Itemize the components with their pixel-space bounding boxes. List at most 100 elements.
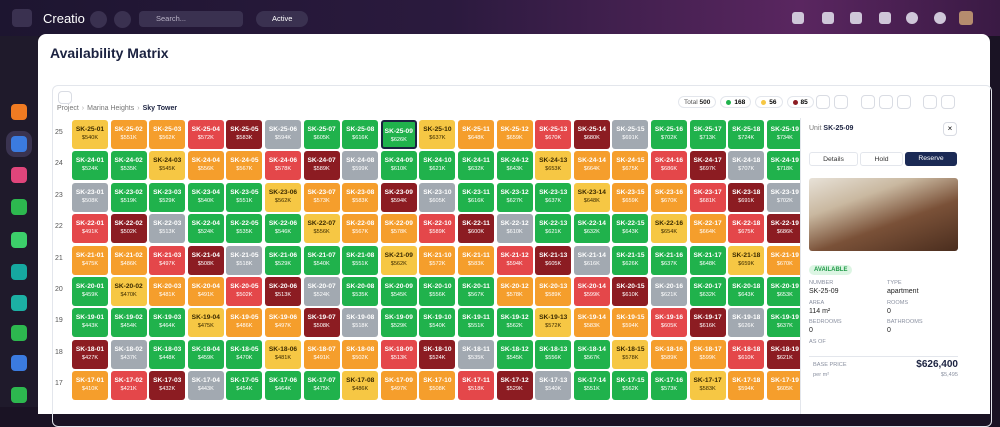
unit-cell[interactable]: SK-24-19 $718K	[766, 151, 800, 181]
unit-cell[interactable]: SK-23-09 $594K	[380, 182, 417, 212]
unit-cell[interactable]: SK-20-11 $567K	[458, 277, 494, 306]
unit-cell[interactable]: SK-18-16 $589K	[651, 339, 687, 369]
unit-cell[interactable]: SK-24-17 $697K	[689, 151, 726, 181]
unit-cell[interactable]: SK-25-19 $734K	[766, 120, 800, 149]
unit-cell[interactable]: SK-25-18 $724K	[728, 120, 765, 149]
unit-cell[interactable]: SK-21-14 $616K	[573, 245, 610, 275]
settings-button[interactable]	[941, 95, 955, 109]
unit-cell[interactable]: SK-18-05 $470K	[226, 339, 263, 369]
nav-icon[interactable]	[11, 387, 27, 403]
icon[interactable]	[822, 12, 834, 24]
fit-button[interactable]	[879, 95, 893, 109]
unit-cell[interactable]: SK-25-10 $637K	[419, 120, 456, 149]
unit-cell[interactable]: SK-21-06 $529K	[265, 245, 301, 275]
unit-cell[interactable]: SK-19-10 $540K	[419, 308, 456, 338]
unit-cell[interactable]: SK-21-04 $508K	[187, 245, 224, 275]
unit-cell[interactable]: SK-19-05 $486K	[226, 308, 263, 338]
nav-icon[interactable]	[11, 325, 27, 341]
unit-cell[interactable]: SK-18-10 $524K	[419, 339, 456, 369]
unit-cell[interactable]: SK-20-03 $481K	[149, 277, 186, 306]
unit-cell[interactable]: SK-25-06 $594K	[265, 120, 301, 149]
unit-cell[interactable]: SK-22-14 $632K	[573, 214, 610, 244]
unit-cell[interactable]: SK-24-14 $664K	[573, 151, 610, 181]
unit-cell[interactable]: SK-17-10 $508K	[419, 371, 456, 401]
unit-cell[interactable]: SK-20-17 $632K	[689, 277, 726, 306]
unit-cell[interactable]: SK-20-10 $556K	[419, 277, 456, 306]
apps-button[interactable]	[12, 9, 32, 27]
unit-cell[interactable]: SK-22-15 $643K	[612, 214, 649, 244]
unit-cell[interactable]: SK-22-11 $600K	[458, 214, 494, 244]
unit-cell[interactable]: SK-19-06 $497K	[265, 308, 301, 338]
unit-cell[interactable]: SK-25-04 $572K	[187, 120, 224, 149]
unit-cell[interactable]: SK-20-05 $502K	[226, 277, 263, 306]
unit-cell[interactable]: SK-24-18 $707K	[728, 151, 765, 181]
unit-cell[interactable]: SK-17-18 $594K	[728, 371, 765, 401]
crumb[interactable]: Sky Tower	[142, 105, 178, 112]
unit-cell[interactable]: SK-17-11 $518K	[458, 371, 494, 401]
unit-cell[interactable]: SK-19-13 $572K	[535, 308, 572, 338]
back-button[interactable]	[58, 91, 72, 104]
unit-cell[interactable]: SK-23-14 $648K	[573, 182, 610, 212]
unit-cell[interactable]: SK-18-02 $437K	[110, 339, 147, 369]
unit-cell[interactable]: SK-24-03 $545K	[149, 151, 186, 181]
unit-cell[interactable]: SK-22-05 $535K	[226, 214, 263, 244]
tab[interactable]: Details	[809, 152, 858, 166]
unit-cell[interactable]: SK-20-12 $578K	[496, 277, 533, 306]
unit-cell[interactable]: SK-22-17 $664K	[689, 214, 726, 244]
unit-cell[interactable]: SK-21-10 $572K	[419, 245, 456, 275]
unit-cell[interactable]: SK-23-18 $691K	[728, 182, 765, 212]
icon[interactable]	[879, 12, 891, 24]
unit-cell[interactable]: SK-23-07 $573K	[303, 182, 340, 212]
unit-cell[interactable]: SK-25-05 $583K	[226, 120, 263, 149]
unit-cell[interactable]: SK-20-15 $610K	[612, 277, 649, 306]
unit-cell[interactable]: SK-22-03 $513K	[149, 214, 186, 244]
add-button[interactable]	[114, 11, 131, 28]
tab[interactable]: Reserve	[905, 152, 957, 166]
unit-cell[interactable]: SK-24-07 $589K	[303, 151, 340, 181]
unit-cell[interactable]: SK-24-15 $675K	[612, 151, 649, 181]
unit-cell[interactable]: SK-22-04 $524K	[187, 214, 224, 244]
unit-cell[interactable]: SK-24-05 $567K	[226, 151, 263, 181]
unit-cell[interactable]: SK-20-01 $459K	[72, 277, 108, 306]
unit-cell[interactable]: SK-23-03 $529K	[149, 182, 186, 212]
unit-cell[interactable]: SK-17-09 $497K	[380, 371, 417, 401]
unit-cell[interactable]: SK-20-08 $535K	[342, 277, 379, 306]
unit-cell[interactable]: SK-19-09 $529K	[380, 308, 417, 338]
unit-cell[interactable]: SK-22-13 $621K	[535, 214, 572, 244]
unit-cell[interactable]: SK-23-12 $627K	[496, 182, 533, 212]
unit-cell[interactable]: SK-17-06 $464K	[265, 371, 301, 401]
unit-cell[interactable]: SK-19-15 $594K	[612, 308, 649, 338]
unit-cell[interactable]: SK-19-03 $464K	[149, 308, 186, 338]
unit-cell[interactable]: SK-20-02 $470K	[110, 277, 147, 306]
unit-cell[interactable]: SK-21-19 $670K	[766, 245, 800, 275]
unit-cell[interactable]: SK-22-19 $686K	[766, 214, 800, 244]
unit-cell[interactable]: SK-24-10 $621K	[419, 151, 456, 181]
unit-cell[interactable]: SK-20-13 $589K	[535, 277, 572, 306]
unit-cell[interactable]: SK-25-17 $713K	[689, 120, 726, 149]
unit-cell[interactable]: SK-21-15 $626K	[612, 245, 649, 275]
close-button[interactable]: ×	[943, 122, 957, 136]
unit-cell[interactable]: SK-17-04 $443K	[187, 371, 224, 401]
unit-cell[interactable]: SK-20-16 $621K	[651, 277, 687, 306]
unit-cell[interactable]: SK-21-16 $637K	[651, 245, 687, 275]
unit-cell[interactable]: SK-18-04 $459K	[187, 339, 224, 369]
unit-cell[interactable]: SK-19-14 $583K	[573, 308, 610, 338]
unit-cell[interactable]: SK-25-13 $670K	[535, 120, 572, 149]
unit-cell[interactable]: SK-18-03 $448K	[149, 339, 186, 369]
unit-cell[interactable]: SK-24-16 $686K	[651, 151, 687, 181]
settings-icon[interactable]	[934, 12, 946, 24]
unit-cell[interactable]: SK-22-08 $567K	[342, 214, 379, 244]
unit-cell[interactable]: SK-18-07 $491K	[303, 339, 340, 369]
unit-cell[interactable]: SK-17-01 $410K	[72, 371, 108, 401]
unit-cell[interactable]: SK-21-09 $562K	[380, 245, 417, 275]
unit-cell[interactable]: SK-24-11 $632K	[458, 151, 494, 181]
unit-cell[interactable]: SK-21-18 $659K	[728, 245, 765, 275]
unit-cell[interactable]: SK-18-09 $513K	[380, 339, 417, 369]
unit-cell[interactable]: SK-22-12 $610K	[496, 214, 533, 244]
play-button[interactable]	[90, 11, 107, 28]
unit-cell[interactable]: SK-22-10 $589K	[419, 214, 456, 244]
unit-cell[interactable]: SK-19-02 $454K	[110, 308, 147, 338]
unit-cell[interactable]: SK-25-03 $562K	[149, 120, 186, 149]
zoom-out[interactable]	[861, 95, 875, 109]
unit-cell[interactable]: SK-21-01 $475K	[72, 245, 108, 275]
